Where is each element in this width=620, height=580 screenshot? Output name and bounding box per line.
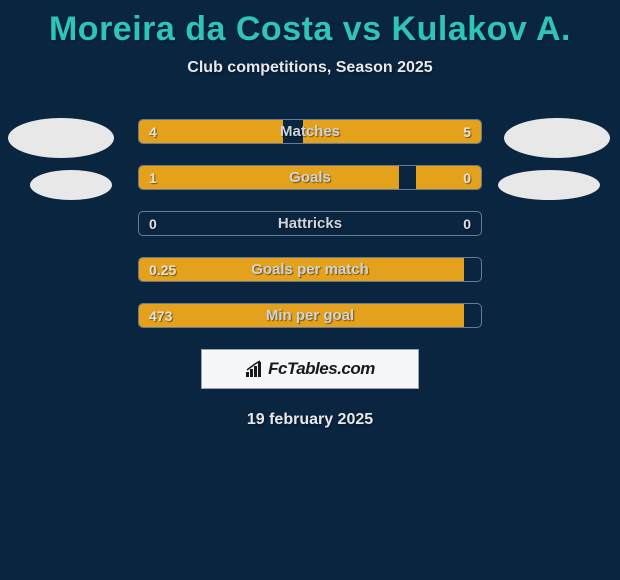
player-left-avatar-1 (8, 118, 114, 158)
stat-value-right: 0 (463, 212, 471, 235)
stat-value-left: 1 (149, 166, 157, 189)
stat-row-goals: 1 Goals 0 (138, 165, 482, 190)
stat-value-left: 4 (149, 120, 157, 143)
stat-row-matches: 4 Matches 5 (138, 119, 482, 144)
stat-bar-right (303, 120, 481, 143)
stat-row-hattricks: 0 Hattricks 0 (138, 211, 482, 236)
stat-bar-left (139, 258, 464, 281)
stat-bar-left (139, 120, 283, 143)
logo-box[interactable]: FcTables.com (201, 349, 419, 389)
date-label: 19 february 2025 (0, 411, 620, 429)
player-right-avatar-2 (498, 170, 600, 200)
player-left-avatar-2 (30, 170, 112, 200)
stat-row-mpg: 473 Min per goal (138, 303, 482, 328)
stat-value-right: 0 (463, 166, 471, 189)
stat-value-left: 0 (149, 212, 157, 235)
barchart-icon (245, 360, 265, 378)
stat-value-left: 0.25 (149, 258, 176, 281)
stat-row-gpm: 0.25 Goals per match (138, 257, 482, 282)
stat-label: Hattricks (139, 212, 481, 235)
stat-bar-right (416, 166, 481, 189)
stat-value-left: 473 (149, 304, 172, 327)
player-right-avatar-1 (504, 118, 610, 158)
stats-container: 4 Matches 5 1 Goals 0 0 Hattricks 0 0.25… (138, 119, 482, 328)
stat-bar-left (139, 304, 464, 327)
page-title: Moreira da Costa vs Kulakov A. (0, 0, 620, 49)
stat-bar-left (139, 166, 399, 189)
subtitle: Club competitions, Season 2025 (0, 59, 620, 77)
stat-value-right: 5 (463, 120, 471, 143)
logo-text: FcTables.com (268, 359, 375, 379)
